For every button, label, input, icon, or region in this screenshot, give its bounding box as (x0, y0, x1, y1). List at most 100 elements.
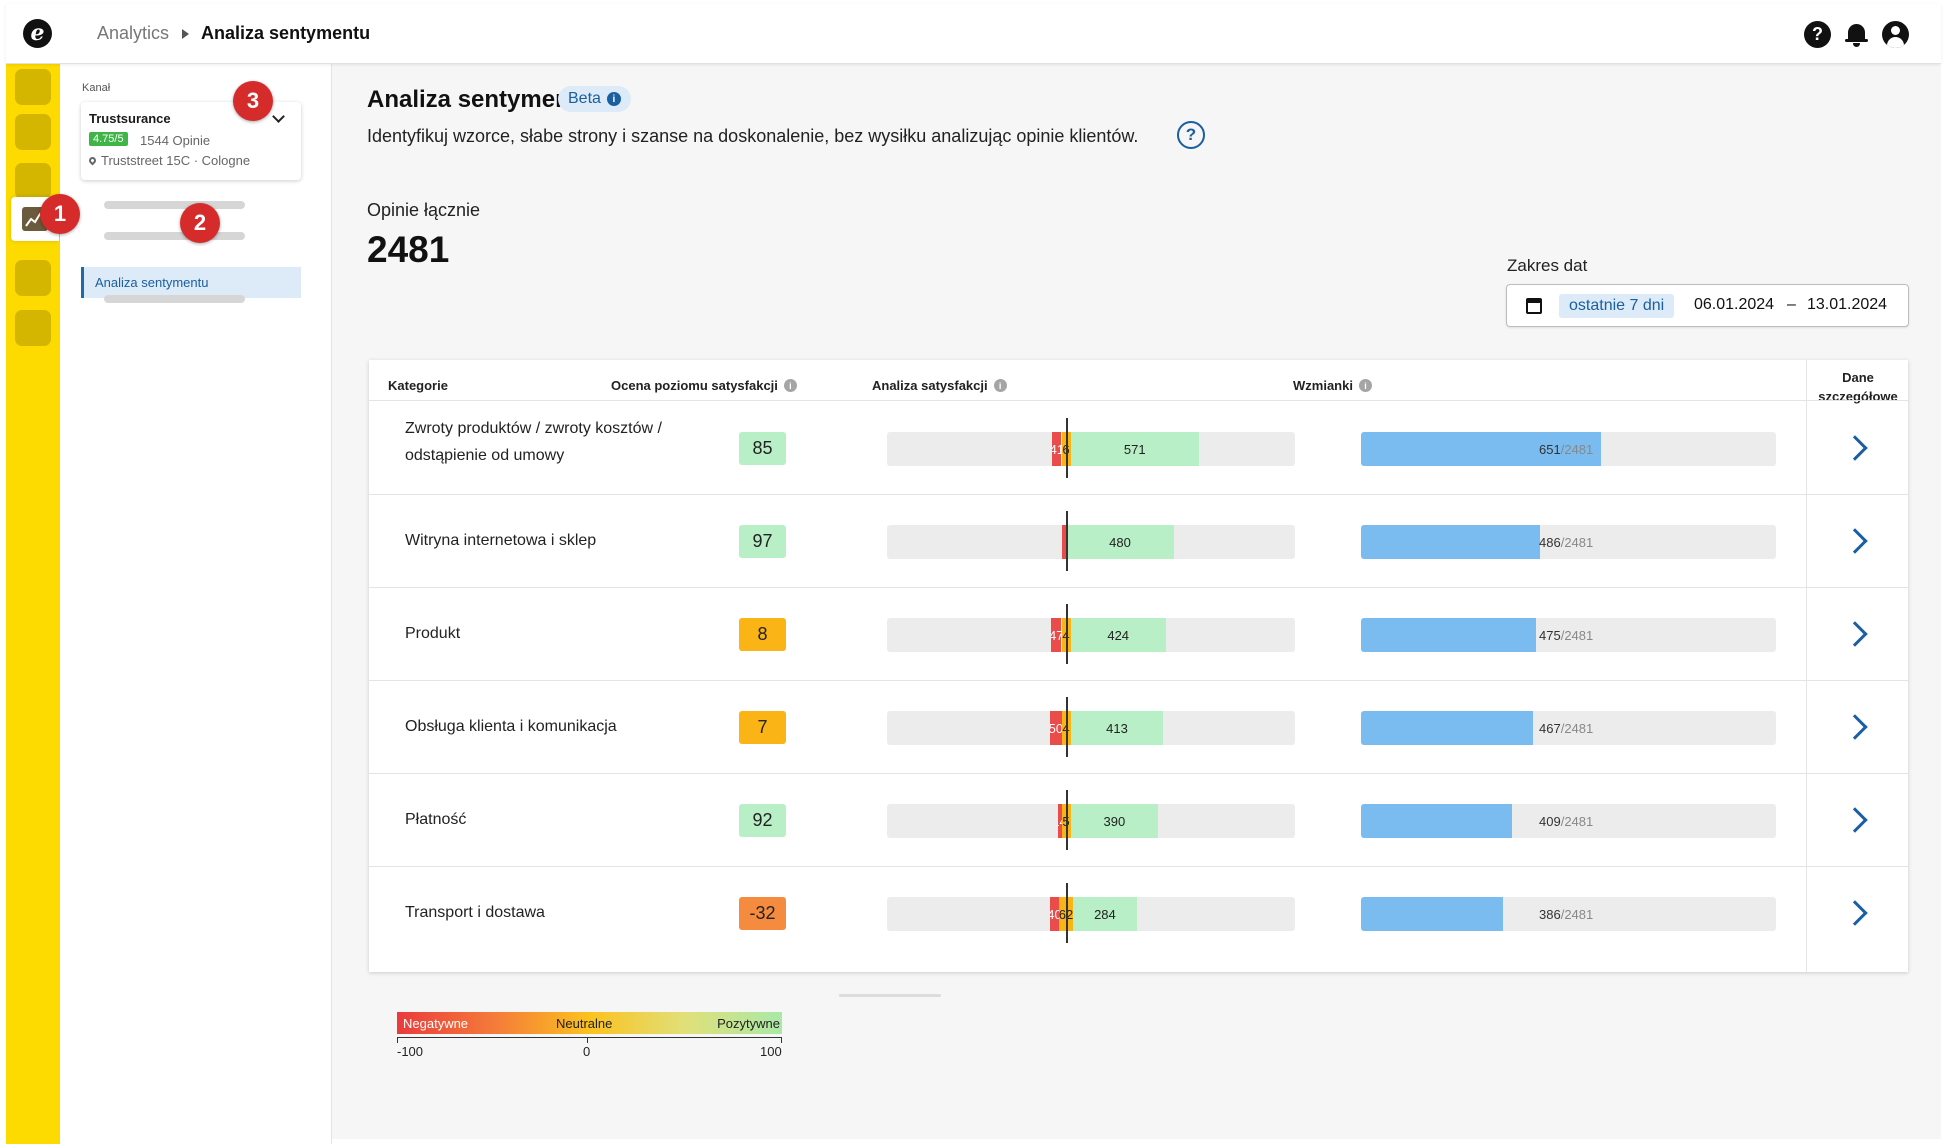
mentions-count: 467 (1539, 721, 1561, 736)
rail-item-1[interactable] (15, 69, 51, 105)
beta-label: Beta (568, 90, 601, 107)
header-category: Kategorie (388, 378, 448, 393)
table-row[interactable]: Obsługa klienta i komunikacja7504413467/… (369, 680, 1908, 773)
info-icon[interactable]: i (993, 379, 1007, 392)
sentiment-negative-segment[interactable]: 41 (1052, 432, 1062, 466)
channel-address-text: Truststreet 15C · Cologne (101, 153, 251, 168)
sentiment-negative-segment[interactable]: 40 (1050, 897, 1060, 931)
mentions-count: 651 (1539, 442, 1561, 457)
breadcrumb-current: Analiza sentymentu (201, 23, 371, 43)
breadcrumb-separator-icon (182, 28, 190, 39)
sentiment-negative-segment[interactable]: 50 (1050, 711, 1062, 745)
channel-review-count: 1544 Opinie (140, 133, 211, 148)
user-icon[interactable] (1882, 21, 1909, 48)
mentions-value: 651/2481 (1539, 442, 1593, 457)
header-mentions-label: Wzmianki (1293, 378, 1353, 393)
chevron-right-icon[interactable] (1842, 900, 1868, 926)
chevron-down-icon[interactable] (272, 110, 285, 123)
row-divider (369, 400, 1908, 401)
info-icon[interactable]: i (606, 92, 621, 106)
mentions-total: /2481 (1560, 907, 1594, 922)
sentiment-negative-segment[interactable] (1062, 525, 1066, 559)
header-score: Ocena poziomu satysfakcji i (611, 378, 797, 393)
mentions-bar-fill (1361, 525, 1540, 559)
sentiment-negative-segment[interactable]: 14 (1057, 804, 1062, 838)
side-panel: Kanał Trustsurance 4.75/5 1544 Opinie Tr… (60, 64, 332, 1144)
row-category: Witryna internetowa i sklep (405, 532, 597, 549)
chevron-right-icon[interactable] (1842, 528, 1868, 554)
rail-item-6[interactable] (15, 310, 51, 346)
nav-placeholder-3[interactable] (104, 295, 245, 303)
channel-label: Kanał (82, 82, 111, 94)
rail-item-2[interactable] (15, 114, 51, 150)
mentions-total: /2481 (1560, 814, 1594, 829)
nav-item-sentiment[interactable]: Analiza sentymentu (81, 267, 301, 298)
chevron-right-icon[interactable] (1842, 621, 1868, 647)
mentions-count: 486 (1539, 535, 1561, 550)
info-icon[interactable]: i (1358, 379, 1372, 392)
row-category: Obsługa klienta i komunikacja (405, 718, 617, 735)
date-range-label: Zakres dat (1507, 256, 1588, 275)
sentiment-positive-segment[interactable]: 424 (1070, 618, 1166, 652)
sentiment-positive-segment[interactable]: 413 (1070, 711, 1164, 745)
sentiment-positive-segment[interactable]: 284 (1072, 897, 1137, 931)
chevron-right-icon[interactable] (1842, 714, 1868, 740)
row-category: Zwroty produktów / zwroty kosztów / odst… (405, 420, 662, 464)
legend-negative: Negatywne (403, 1016, 469, 1031)
sentiment-positive-segment[interactable]: 480 (1066, 525, 1174, 559)
nav-placeholder-1[interactable] (104, 201, 245, 209)
date-from: 06.01.2024 (1694, 296, 1775, 313)
mentions-bar-fill (1361, 711, 1533, 745)
sentiment-neutral-segment[interactable]: 62 (1059, 897, 1073, 931)
mentions-bar-fill (1361, 618, 1536, 652)
satisfaction-score-badge: 7 (739, 711, 786, 744)
date-to: 13.01.2024 (1807, 296, 1888, 313)
breadcrumb-analytics[interactable]: Analytics (97, 23, 170, 43)
mentions-value: 475/2481 (1539, 628, 1593, 643)
header-analysis: Analiza satysfakcji i (872, 378, 1007, 393)
info-icon[interactable]: i (783, 379, 797, 392)
date-range-picker[interactable]: ostatnie 7 dni 06.01.2024 – 13.01.2024 (1506, 284, 1909, 327)
sentiment-zero-line (1066, 883, 1068, 943)
breadcrumb: Analytics Analiza sentymentu (97, 23, 370, 44)
horizontal-scrollbar[interactable] (839, 994, 941, 997)
row-divider (369, 773, 1908, 774)
help-icon[interactable]: ? (1804, 21, 1831, 48)
bell-icon[interactable] (1843, 21, 1870, 48)
chevron-right-icon[interactable] (1842, 435, 1868, 461)
mentions-bar-fill (1361, 432, 1601, 466)
table-row[interactable]: Płatność92145390409/2481 (369, 773, 1908, 866)
mentions-value: 467/2481 (1539, 721, 1593, 736)
rail-item-5[interactable] (15, 260, 51, 296)
legend-tick-label: 0 (583, 1044, 591, 1059)
mentions-bar-fill (1361, 897, 1504, 931)
help-circle-icon[interactable]: ? (1177, 121, 1205, 149)
header-mentions: Wzmianki i (1293, 378, 1372, 393)
table-row[interactable]: Transport i dostawa -32 4062284 386/2481 (369, 866, 1908, 959)
sentiment-positive-segment[interactable]: 571 (1070, 432, 1199, 466)
legend-axis (397, 1037, 782, 1038)
nav-placeholder-2[interactable] (104, 232, 245, 240)
sentiment-zero-line (1066, 511, 1068, 571)
mentions-total: /2481 (1560, 721, 1594, 736)
chevron-right-icon[interactable] (1842, 807, 1868, 833)
header-category-label: Kategorie (388, 378, 448, 393)
satisfaction-score-badge: 85 (739, 432, 786, 465)
legend-tick (781, 1037, 782, 1043)
channel-address: Truststreet 15C · Cologne (87, 153, 251, 168)
mentions-count: 386 (1539, 907, 1561, 922)
mentions-total: /2481 (1560, 628, 1594, 643)
table-row[interactable]: Witryna internetowa i sklep 97 480 486/2481 (369, 494, 1908, 587)
table-row[interactable]: Zwroty produktów / zwroty kosztów / odst… (369, 401, 1908, 494)
mentions-bar-fill (1361, 804, 1512, 838)
table-row[interactable]: Produkt8474424475/2481 (369, 587, 1908, 680)
row-category: Produkt (405, 625, 461, 642)
sentiment-negative-segment[interactable]: 47 (1050, 618, 1062, 652)
sentiment-positive-segment[interactable]: 390 (1070, 804, 1159, 838)
mentions-count: 409 (1539, 814, 1561, 829)
app-logo[interactable]: e (23, 19, 52, 48)
step-badge-1: 1 (40, 194, 80, 234)
page-title: Analiza sentymentu (367, 86, 593, 113)
date-range-chip[interactable]: ostatnie 7 dni (1559, 294, 1675, 318)
rail-item-3[interactable] (15, 163, 51, 199)
